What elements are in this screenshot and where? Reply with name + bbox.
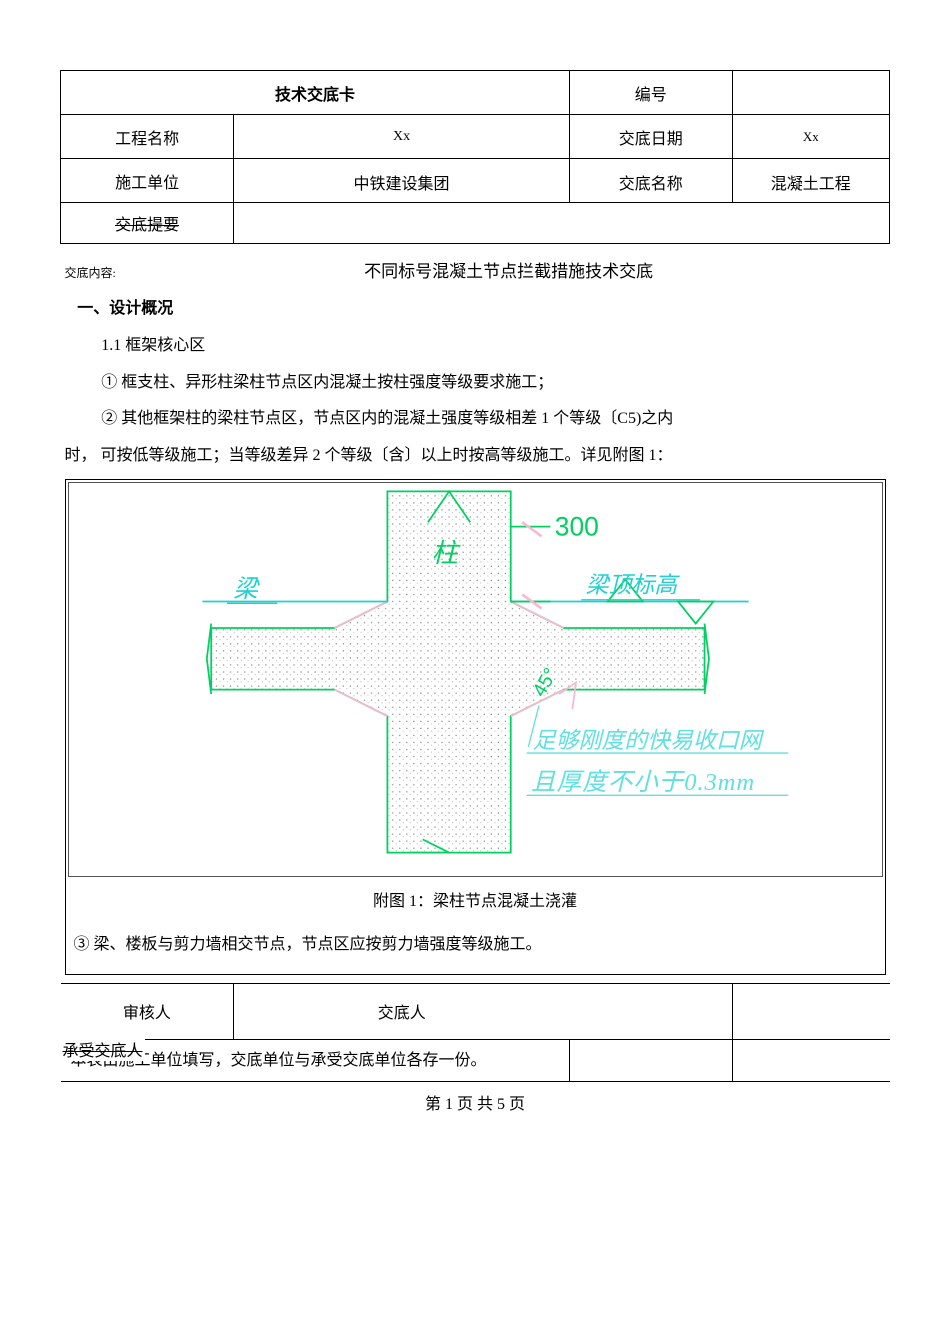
- label-beam-top: 梁顶标高: [585, 573, 680, 598]
- date-value: Xx: [732, 115, 889, 159]
- row-footer-note: 本表由施工单位填写，交底单位与承受交底单位各存一份。: [61, 1039, 890, 1082]
- label-beam: 梁: [233, 577, 260, 604]
- para3: ③ 梁、楼板与剪力墙相交节点，节点区应按剪力墙强度等级施工。: [66, 923, 885, 974]
- footer-blank1: [569, 1039, 732, 1082]
- label-column: 柱: [431, 538, 461, 568]
- summary-value: [234, 203, 890, 244]
- row-summary: 交底提要: [61, 203, 890, 244]
- para1: ① 框支柱、异形柱梁柱节点区内混凝土按柱强度等级要求施工；: [65, 365, 886, 402]
- project-name-label: 工程名称: [61, 115, 234, 159]
- para2b: 时， 可按低等级施工；当等级差异 2 个等级〔含〕以上时按高等级施工。详见附图 …: [65, 438, 886, 473]
- project-name-value: Xx: [234, 115, 570, 159]
- para2: ② 其他框架柱的梁柱节点区，节点区内的混凝土强度等级相差 1 个等级〔C5)之内: [65, 401, 886, 438]
- form-title: 技术交底卡: [61, 71, 570, 115]
- label-note1: 足够刚度的快易收口网: [532, 728, 764, 753]
- footer-blank2: [732, 1039, 889, 1082]
- form-table: 技术交底卡 编号 工程名称 Xx 交底日期 Xx 施工单位 中铁建设集团 交底名…: [60, 70, 890, 1122]
- unit-value: 中铁建设集团: [234, 159, 570, 203]
- row-page: 第 1 页 共 5 页: [61, 1082, 890, 1123]
- summary-label: 交底提要: [61, 203, 234, 244]
- disclose-label: 交底人: [234, 983, 570, 1039]
- content-label: 交底内容:: [65, 260, 116, 288]
- page-number: 第 1 页 共 5 页: [61, 1082, 890, 1123]
- date-label: 交底日期: [569, 115, 732, 159]
- bottom-name-value: 混凝土工程: [732, 159, 889, 203]
- diagram-container: 300 柱 梁 梁顶标高 45°: [65, 479, 886, 974]
- row-project: 工程名称 Xx 交底日期 Xx: [61, 115, 890, 159]
- disclose-value: [569, 983, 732, 1039]
- label-note2: 且厚度不小于0.3mm: [531, 770, 755, 797]
- row-unit: 施工单位 中铁建设集团 交底名称 混凝土工程: [61, 159, 890, 203]
- row-content: 交底内容: 不同标号混凝土节点拦截措施技术交底 一、设计概况 1.1 框架核心区…: [61, 244, 890, 984]
- section1-title: 一、设计概况: [65, 291, 886, 328]
- dim-300: 300: [554, 512, 598, 542]
- receiver-label: 承受交底人: [61, 1037, 145, 1061]
- sig-blank: [732, 983, 889, 1039]
- row-signature: 审核人 承受交底人 交底人: [61, 983, 890, 1039]
- s1-1: 1.1 框架核心区: [65, 328, 886, 365]
- bottom-name-label: 交底名称: [569, 159, 732, 203]
- number-value: [732, 71, 889, 115]
- unit-label: 施工单位: [61, 159, 234, 203]
- number-label: 编号: [569, 71, 732, 115]
- row-title: 技术交底卡 编号: [61, 71, 890, 115]
- beam-column-diagram: 300 柱 梁 梁顶标高 45°: [73, 487, 878, 857]
- reviewer-label: 审核人 承受交底人: [61, 983, 234, 1039]
- doc-title: 不同标号混凝土节点拦截措施技术交底: [132, 252, 886, 291]
- figure-caption: 附图 1：梁柱节点混凝土浇灌: [66, 879, 885, 923]
- content-area: 交底内容: 不同标号混凝土节点拦截措施技术交底 一、设计概况 1.1 框架核心区…: [61, 244, 890, 983]
